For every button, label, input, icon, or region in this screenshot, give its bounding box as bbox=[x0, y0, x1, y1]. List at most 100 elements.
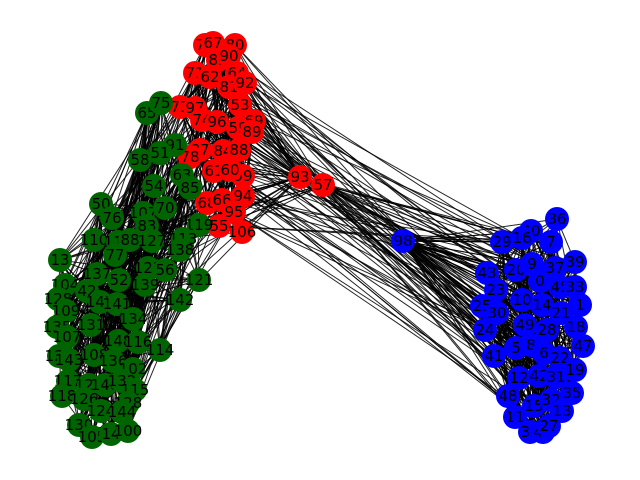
node-label: 114 bbox=[146, 341, 175, 359]
node-label: 47 bbox=[573, 337, 592, 355]
node-circle bbox=[80, 425, 104, 449]
graph-edge bbox=[241, 176, 301, 233]
graph-edge bbox=[251, 131, 526, 326]
node-label: 78 bbox=[180, 148, 199, 166]
graph-node-blue: 37 bbox=[543, 256, 567, 280]
node-label: 88 bbox=[229, 141, 248, 159]
graph-node-green: 88 bbox=[118, 228, 142, 252]
node-circle bbox=[178, 176, 202, 200]
graph-node-blue: 10 bbox=[510, 288, 534, 312]
graph-node-green: 141 bbox=[103, 292, 131, 316]
node-label: 143 bbox=[55, 351, 84, 369]
graph-node-green: 143 bbox=[55, 348, 84, 372]
node-circle bbox=[535, 318, 559, 342]
node-label: 39 bbox=[565, 253, 584, 271]
node-label: 5 bbox=[511, 339, 521, 357]
graph-node-red: 96 bbox=[205, 110, 229, 134]
graph-edge bbox=[86, 290, 90, 386]
node-circle bbox=[205, 110, 229, 134]
node-circle bbox=[227, 138, 251, 162]
graph-node-blue: 48 bbox=[496, 384, 520, 408]
node-circle bbox=[103, 243, 127, 267]
graph-node-green: 124 bbox=[87, 399, 116, 423]
graph-node-green: 116 bbox=[124, 330, 153, 354]
graph-node-green: 131 bbox=[77, 313, 105, 337]
node-label: 148 bbox=[104, 332, 133, 350]
graph-node-blue: 49 bbox=[513, 313, 537, 337]
node-label: 142 bbox=[166, 291, 195, 309]
node-circle bbox=[222, 200, 246, 224]
node-label: 139 bbox=[131, 276, 160, 294]
node-label: 6 bbox=[539, 344, 549, 362]
graph-node-green: 142 bbox=[166, 288, 195, 312]
node-circle bbox=[560, 381, 584, 405]
graph-node-green: 144 bbox=[108, 400, 136, 424]
node-circle bbox=[537, 414, 561, 438]
graph-edge bbox=[204, 44, 576, 288]
graph-edge bbox=[244, 82, 523, 239]
graph-node-blue: 1 bbox=[568, 293, 592, 317]
node-circle bbox=[110, 400, 134, 424]
node-circle bbox=[510, 226, 534, 250]
node-circle bbox=[473, 318, 497, 342]
node-label: 37 bbox=[545, 259, 564, 277]
node-label: 49 bbox=[515, 316, 534, 334]
node-circle bbox=[311, 173, 335, 197]
node-label: 94 bbox=[233, 187, 252, 205]
graph-node-blue: 23 bbox=[484, 278, 508, 302]
node-label: 54 bbox=[144, 177, 163, 195]
graph-node-green: 54 bbox=[142, 174, 166, 198]
node-label: 51 bbox=[150, 144, 169, 162]
node-label: 36 bbox=[547, 210, 566, 228]
graph-node-green: 100 bbox=[114, 419, 143, 443]
node-label: 31 bbox=[546, 368, 565, 386]
graph-node-green: 70 bbox=[153, 196, 177, 220]
node-label: 43 bbox=[477, 264, 496, 282]
node-circle bbox=[105, 292, 129, 316]
graph-edge bbox=[322, 184, 486, 331]
node-label: 13 bbox=[552, 402, 571, 420]
node-label: 52 bbox=[109, 271, 128, 289]
graph-edge bbox=[322, 184, 531, 433]
node-label: 21 bbox=[551, 304, 570, 322]
node-circle bbox=[530, 293, 554, 317]
node-label: 30 bbox=[487, 304, 506, 322]
node-label: 116 bbox=[124, 333, 153, 351]
node-circle bbox=[48, 248, 72, 272]
node-circle bbox=[549, 301, 573, 325]
node-circle bbox=[490, 230, 514, 254]
graph-node-blue: 47 bbox=[571, 334, 595, 358]
graph-node-green: 127 bbox=[138, 229, 166, 253]
graph-edge bbox=[222, 150, 503, 243]
graph-node-green: 126 bbox=[70, 387, 98, 411]
graph-node-red: 53 bbox=[228, 93, 252, 117]
graph-node-red: 93 bbox=[288, 165, 312, 189]
graph-node-blue: 41 bbox=[482, 344, 506, 368]
node-circle bbox=[187, 268, 211, 292]
node-label: 124 bbox=[87, 402, 116, 420]
node-circle bbox=[187, 213, 211, 237]
node-circle bbox=[563, 358, 587, 382]
node-circle bbox=[128, 148, 152, 172]
graph-node-blue: 98 bbox=[391, 229, 415, 253]
graph-node-green: 75 bbox=[149, 91, 173, 115]
node-label: 18 bbox=[566, 318, 585, 336]
graph-edge bbox=[117, 176, 301, 342]
graph-node-blue: 39 bbox=[563, 250, 587, 274]
node-label: 100 bbox=[114, 422, 143, 440]
node-label: 28 bbox=[537, 321, 556, 339]
node-label: 15 bbox=[524, 397, 543, 415]
graph-node-blue: 21 bbox=[549, 301, 573, 325]
node-label: 0 bbox=[535, 272, 545, 290]
node-label: 93 bbox=[290, 168, 309, 186]
node-circle bbox=[82, 228, 106, 252]
node-label: 60 bbox=[220, 161, 239, 179]
node-circle bbox=[496, 384, 520, 408]
node-circle bbox=[545, 207, 569, 231]
graph-node-green: 119 bbox=[185, 213, 213, 237]
node-label: 90 bbox=[219, 47, 238, 65]
node-circle bbox=[230, 220, 254, 244]
graph-edge bbox=[322, 184, 517, 271]
graph-node-green: 110 bbox=[80, 228, 108, 252]
node-circle bbox=[543, 256, 567, 280]
